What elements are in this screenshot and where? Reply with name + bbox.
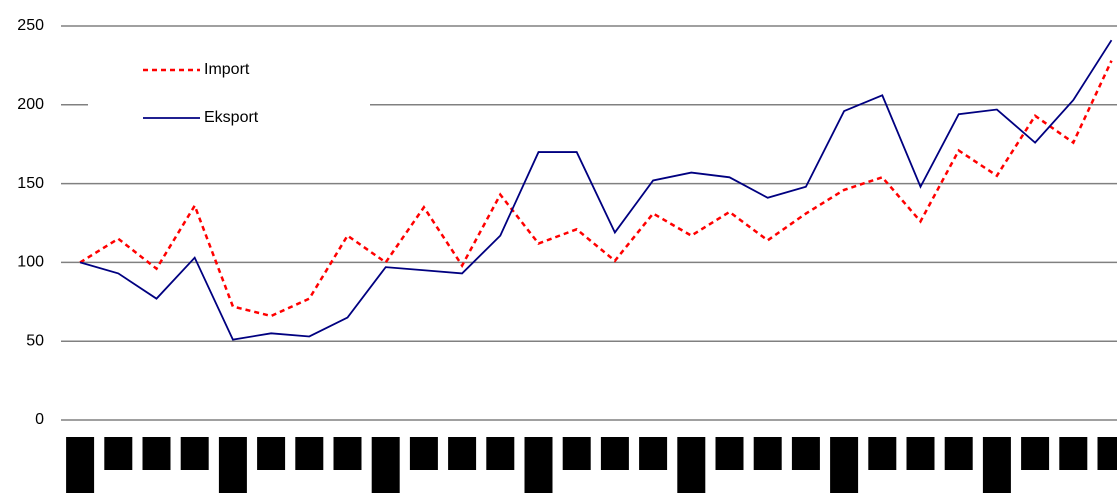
x-tick-label-block: [1021, 437, 1050, 470]
y-tick-label: 150: [17, 175, 44, 192]
x-tick-label-block: [639, 437, 668, 470]
x-tick-label-block: [333, 437, 362, 470]
y-tick-label: 200: [17, 96, 44, 113]
y-tick-label: 50: [26, 332, 44, 349]
x-tick-label-block: [753, 437, 782, 470]
y-tick-label: 250: [17, 17, 44, 34]
x-tick-label-block: [677, 437, 706, 493]
x-tick-label-block: [982, 437, 1011, 493]
series-line: [79, 39, 1113, 341]
x-tick-label-block: [104, 437, 133, 470]
x-tick-label-block: [257, 437, 286, 470]
x-tick-label-block: [218, 437, 247, 493]
x-tick-label-block: [448, 437, 477, 470]
x-tick-label-block: [600, 437, 629, 470]
legend-background: [88, 40, 370, 140]
x-tick-label-block: [791, 437, 820, 470]
x-tick-label-block: [409, 437, 438, 470]
series-line: [79, 60, 1113, 318]
y-tick-label: 0: [35, 411, 44, 428]
y-tick-label: 100: [17, 254, 44, 271]
x-tick-label-block: [944, 437, 973, 470]
legend-label: Import: [204, 61, 250, 78]
x-tick-label-block: [562, 437, 591, 470]
x-tick-label-block: [371, 437, 400, 493]
x-tick-label-block: [66, 437, 95, 493]
x-tick-label-block: [180, 437, 209, 470]
x-tick-label-block: [295, 437, 324, 470]
x-tick-label-block: [868, 437, 897, 470]
x-tick-label-block: [524, 437, 553, 493]
x-tick-label-block: [906, 437, 935, 470]
x-tick-label-block: [1097, 437, 1117, 470]
x-tick-label-block: [1059, 437, 1088, 470]
x-tick-label-block: [715, 437, 744, 470]
x-tick-label-block: [142, 437, 171, 470]
x-tick-label-block: [486, 437, 515, 470]
legend-label: Eksport: [204, 109, 259, 126]
x-tick-label-block: [830, 437, 859, 493]
